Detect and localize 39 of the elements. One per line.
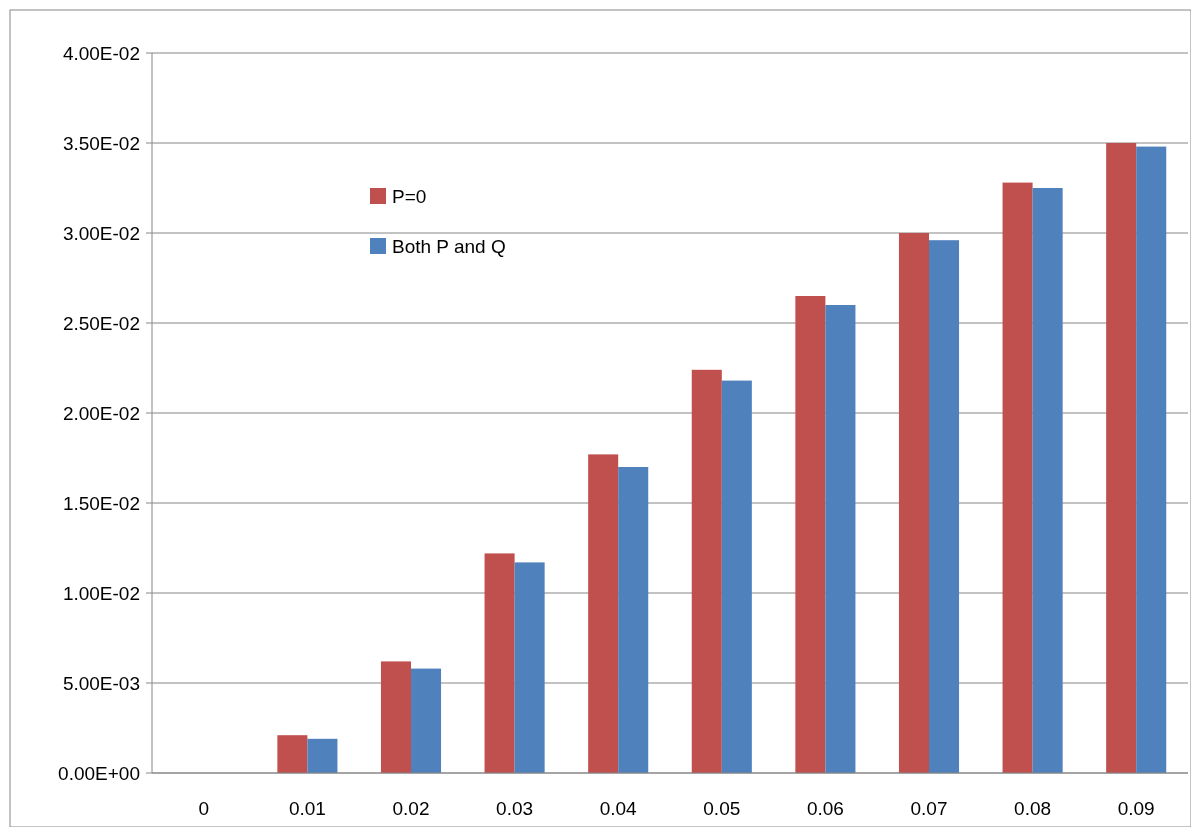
x-tick-label: 0 [198,797,210,819]
y-tick-label: 4.00E-02 [62,42,140,64]
bar [691,369,722,773]
bar [277,735,308,773]
bar [588,454,619,773]
legend-label: Both P and Q [392,235,506,257]
bar [1002,182,1033,773]
bar [411,668,442,773]
bar [618,467,649,773]
x-tick-label: 0.03 [496,797,534,819]
bar [380,661,411,773]
bar [1136,146,1167,773]
y-tick-label: 1.00E-02 [62,582,140,604]
bar [484,553,515,773]
y-tick-label: 0.00E+00 [58,762,140,784]
y-tick-label: 1.50E-02 [62,492,140,514]
bar [898,233,929,773]
bar [825,305,856,773]
x-tick-label: 0.07 [910,797,948,819]
x-tick-label: 0.01 [288,797,326,819]
bar [929,240,960,773]
y-tick-label: 5.00E-03 [62,672,140,694]
bar [721,380,752,773]
x-tick-label: 0.04 [599,797,638,819]
x-tick-label: 0.02 [392,797,430,819]
x-tick-label: 0.06 [806,797,844,819]
x-tick-label: 0.09 [1117,797,1155,819]
bar [1032,188,1063,773]
x-tick-label: 0.08 [1014,797,1052,819]
bar [1106,143,1137,773]
y-tick-label: 3.00E-02 [62,222,140,244]
y-tick-label: 2.50E-02 [62,312,140,334]
bar [307,738,338,773]
bar [795,296,826,773]
bar [514,562,545,773]
legend-label: P=0 [392,185,427,207]
y-tick-label: 2.00E-02 [62,402,140,424]
x-tick-label: 0.05 [703,797,741,819]
y-tick-label: 3.50E-02 [62,132,140,154]
